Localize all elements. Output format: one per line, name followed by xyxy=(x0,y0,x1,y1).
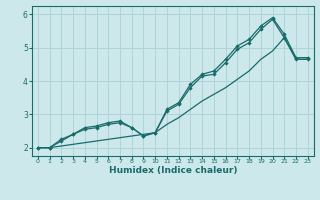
X-axis label: Humidex (Indice chaleur): Humidex (Indice chaleur) xyxy=(108,166,237,175)
